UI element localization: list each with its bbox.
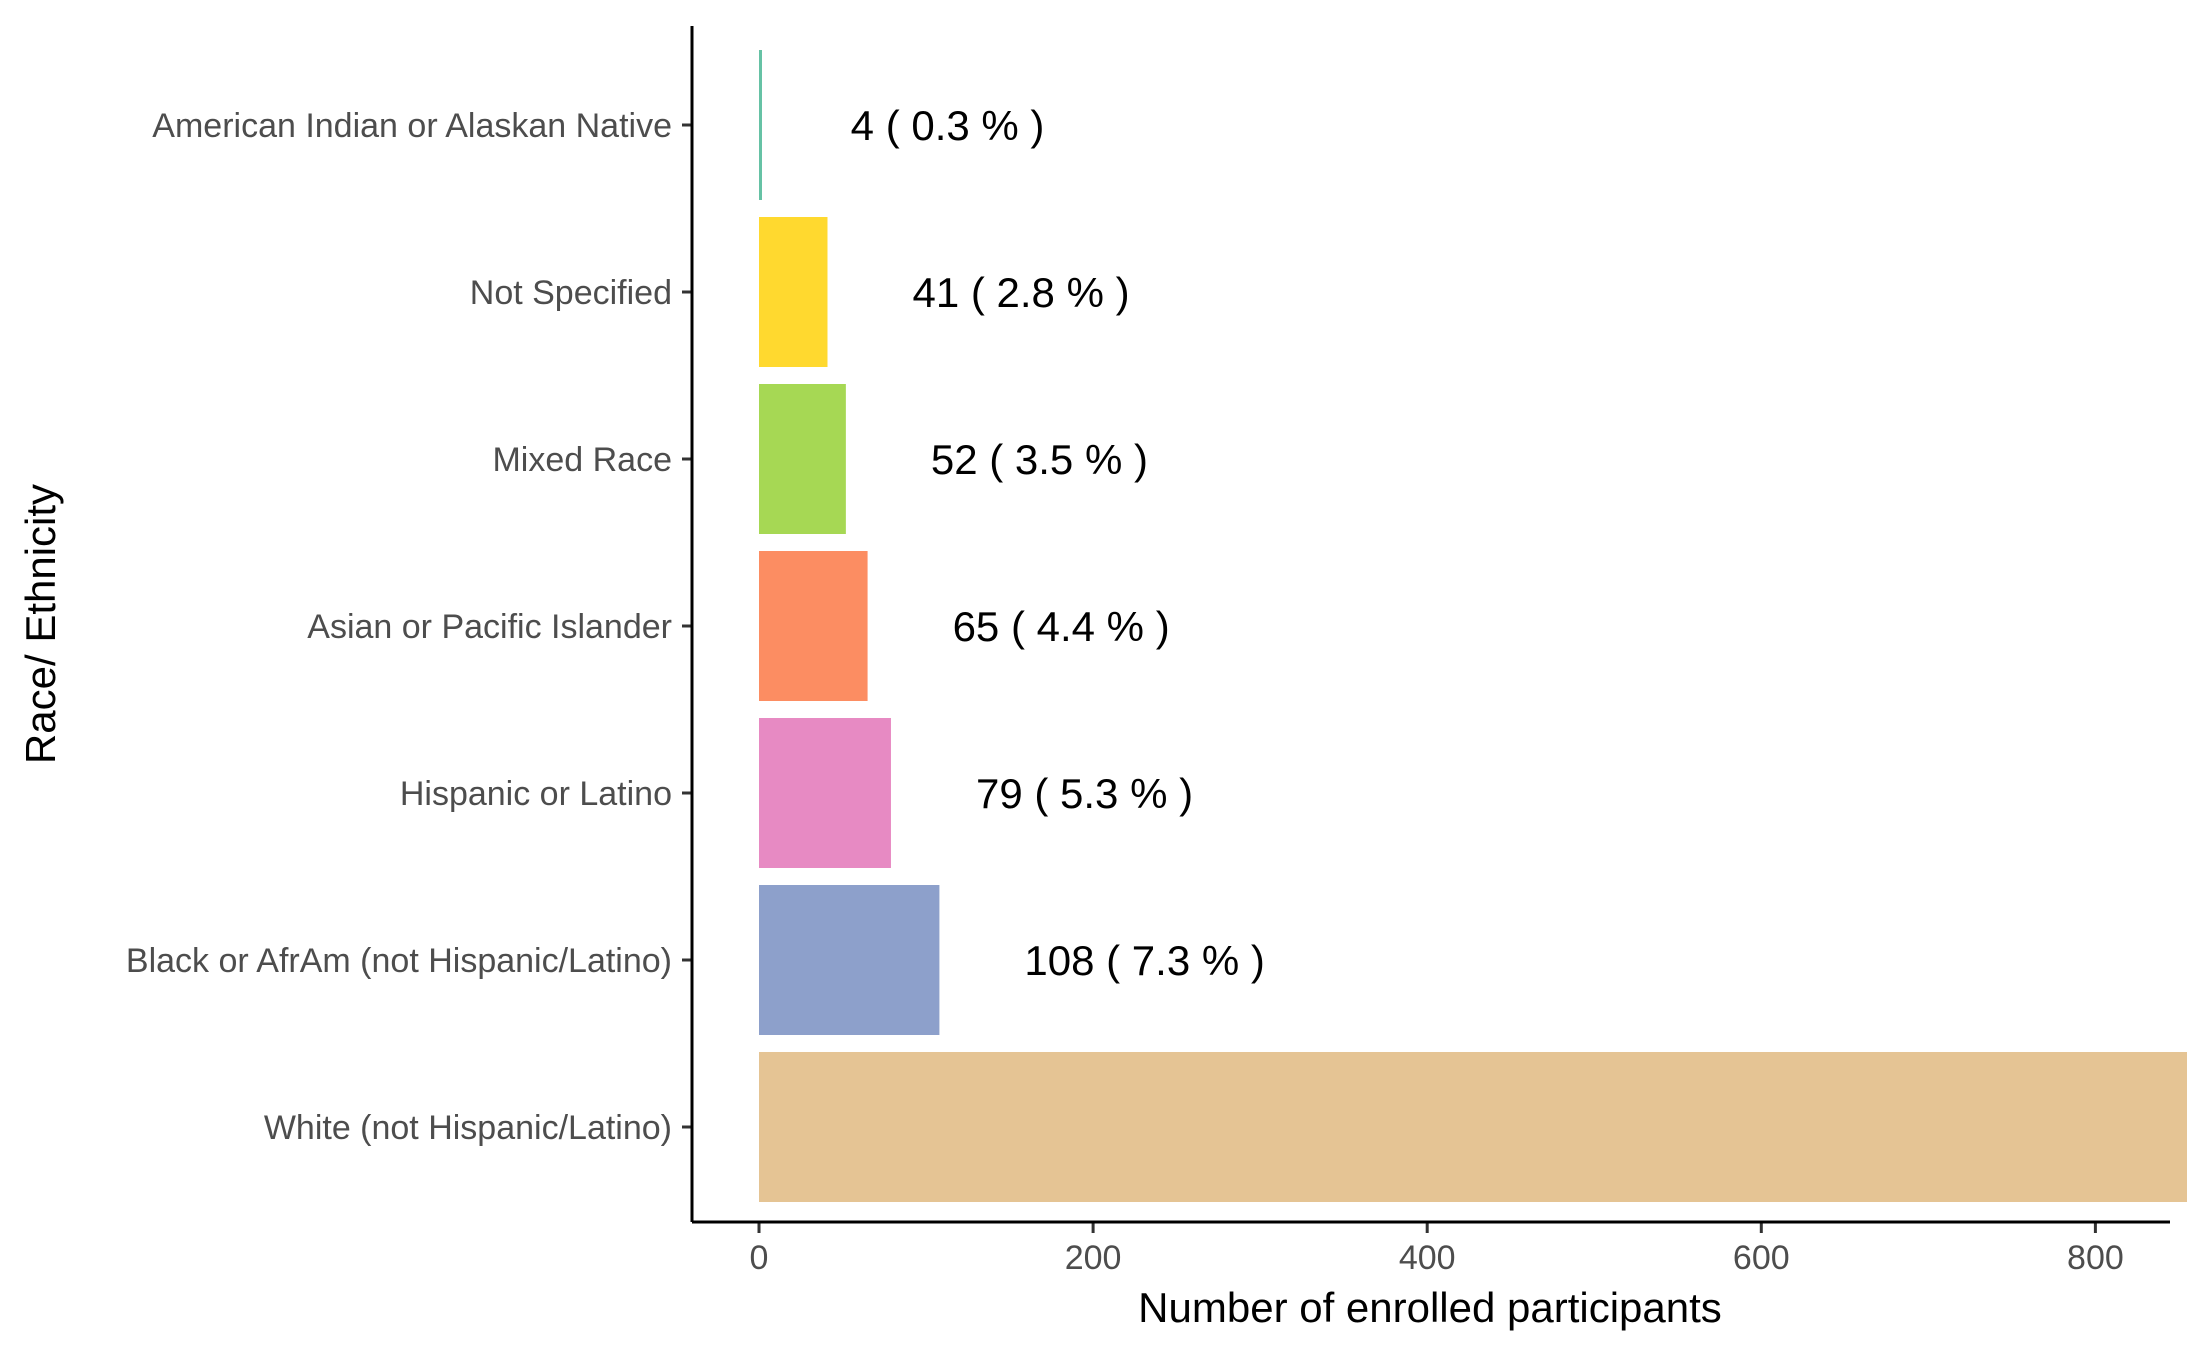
category-label: Black or AfrAm (not Hispanic/Latino) — [126, 942, 672, 980]
bar — [759, 50, 762, 200]
data-label: 79 ( 5.3 % ) — [976, 770, 1193, 817]
data-label: 4 ( 0.3 % ) — [851, 102, 1045, 149]
category-labels-group: American Indian or Alaskan Native Not Spe… — [126, 107, 692, 1147]
category-label: White (not Hispanic/Latino) — [264, 1109, 672, 1147]
x-ticks-group: 02004006008001000120014001600 — [750, 1222, 2124, 1277]
x-tick-label: 800 — [2067, 1239, 2124, 1277]
bar — [759, 384, 846, 534]
data-label: 65 ( 4.4 % ) — [953, 603, 1170, 650]
x-tick-label: 600 — [1733, 1239, 1790, 1277]
data-label: 108 ( 7.3 % ) — [1024, 937, 1264, 984]
x-tick-label: 400 — [1399, 1239, 1456, 1277]
x-tick-label: 0 — [750, 1239, 769, 1277]
data-label: 41 ( 2.8 % ) — [912, 269, 1129, 316]
bar — [759, 1052, 2187, 1202]
bar — [759, 885, 940, 1035]
data-labels-group: 4 ( 0.3 % ) 41 ( 2.8 % ) 52 ( 3.5 % ) 65 ( … — [851, 102, 1265, 984]
y-axis-title: Race/ Ethnicity — [17, 484, 64, 764]
category-label: Mixed Race — [492, 441, 672, 479]
x-axis-title: Number of enrolled participants — [1138, 1284, 1722, 1331]
bar — [759, 551, 868, 701]
bars-group — [759, 50, 2187, 1202]
category-label: American Indian or Alaskan Native — [152, 107, 672, 145]
x-tick-label: 200 — [1065, 1239, 1122, 1277]
data-label: 52 ( 3.5 % ) — [931, 436, 1148, 483]
category-label: Not Specified — [470, 274, 672, 312]
category-label: Asian or Pacific Islander — [307, 608, 672, 646]
bar — [759, 217, 828, 367]
bar — [759, 718, 891, 868]
category-label: Hispanic or Latino — [400, 775, 672, 813]
